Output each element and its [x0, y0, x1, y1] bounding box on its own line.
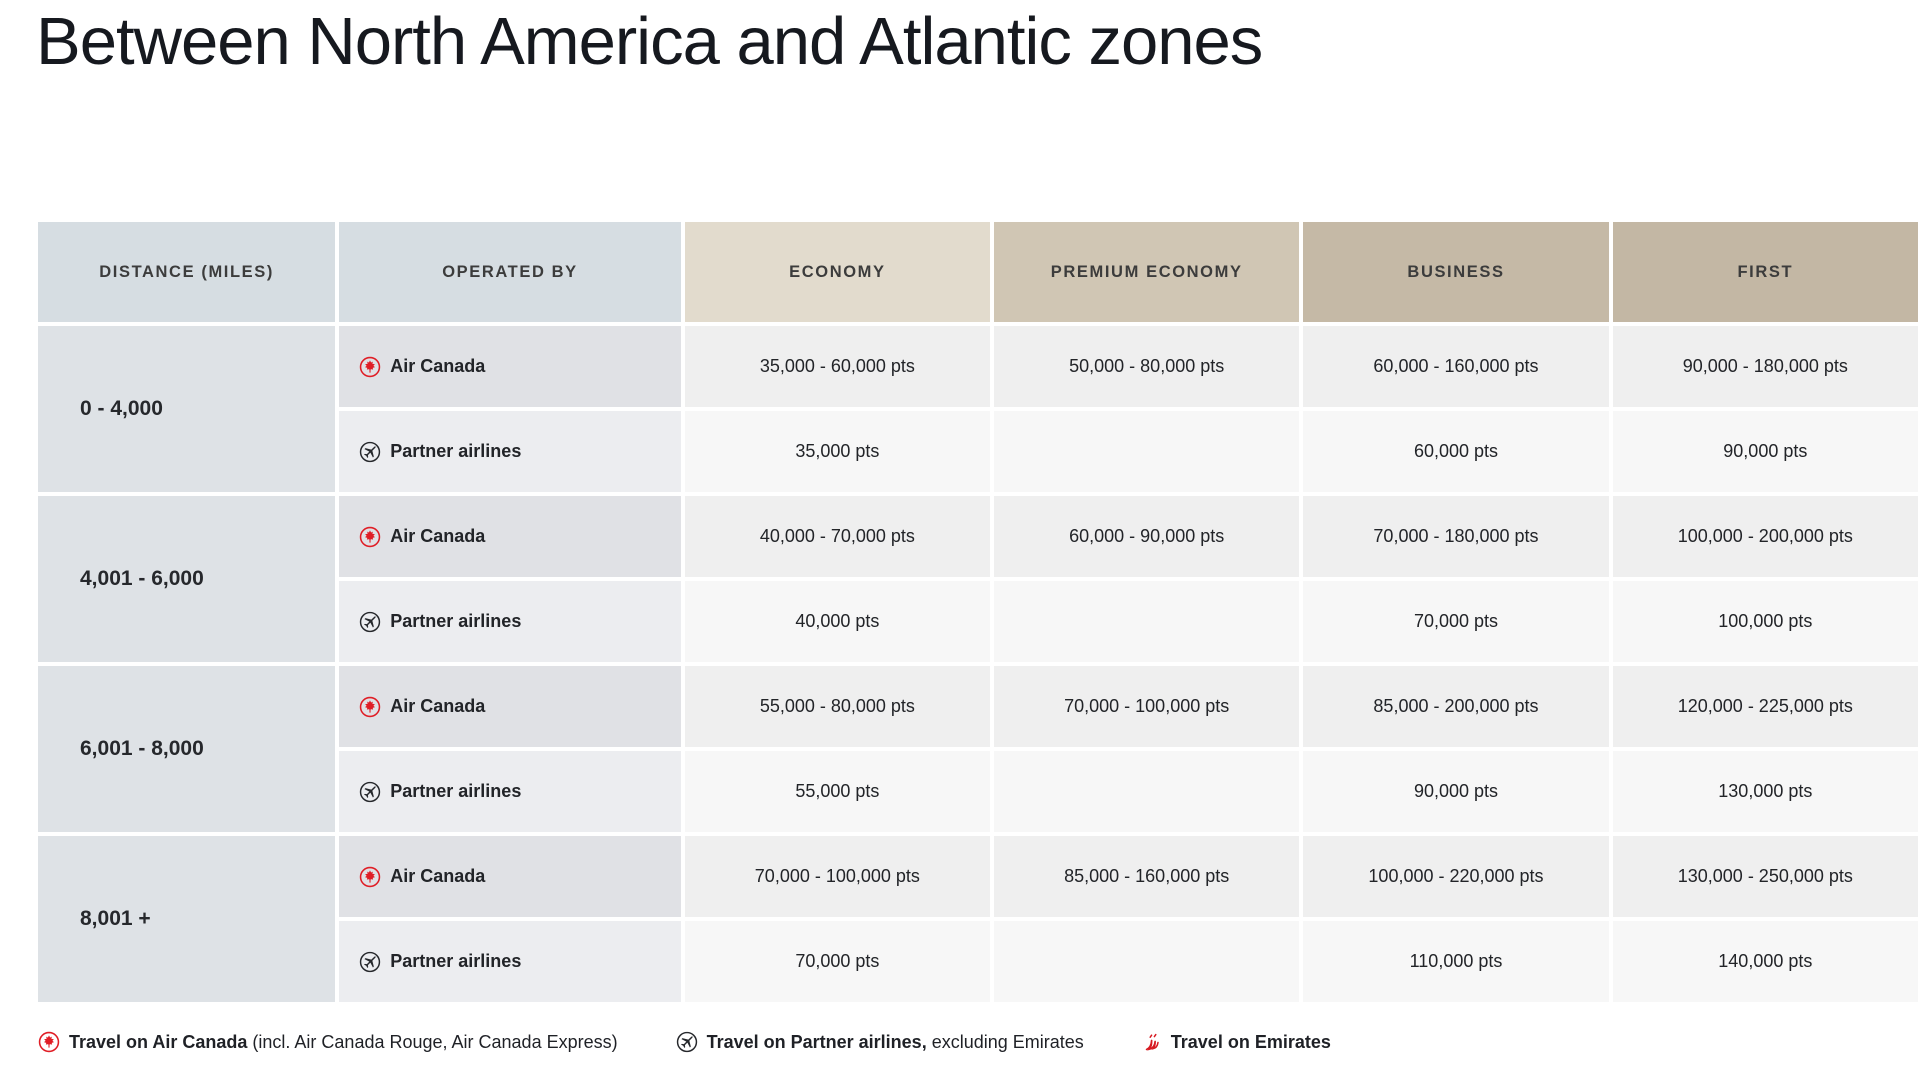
points-cell — [994, 581, 1300, 662]
air-canada-roundel-icon — [359, 696, 381, 718]
points-cell: 120,000 - 225,000 pts — [1612, 666, 1918, 747]
col-header-first: FIRST — [1612, 222, 1918, 322]
points-cell: 55,000 pts — [684, 751, 991, 832]
legend-label: Travel on Partner airlines, — [706, 1031, 927, 1052]
table-row: 0 - 4,000 Air Canada 35,000 - 60,000 pts… — [38, 326, 1918, 492]
col-header-premium-economy: PREMIUM ECONOMY — [994, 222, 1300, 322]
points-cell: 130,000 pts — [1612, 751, 1918, 832]
distance-cell: 6,001 - 8,000 — [38, 666, 336, 832]
points-cell: 70,000 pts — [684, 921, 991, 1002]
legend-note: excluding Emirates — [926, 1031, 1084, 1052]
col-header-distance: DISTANCE (MILES) — [38, 222, 336, 322]
legend-note: (incl. Air Canada Rouge, Air Canada Expr… — [247, 1031, 618, 1052]
points-cell: 40,000 - 70,000 pts — [684, 496, 991, 577]
operator-label: Air Canada — [390, 696, 486, 716]
distance-cell: 0 - 4,000 — [38, 326, 336, 492]
points-cell: 70,000 - 100,000 pts — [994, 666, 1300, 747]
operator-label: Air Canada — [390, 526, 486, 546]
points-cell: 100,000 - 220,000 pts — [1303, 836, 1609, 917]
points-cell: 60,000 pts — [1303, 411, 1609, 492]
table-row: Partner airlines 40,000 pts 70,000 pts 1… — [38, 581, 1918, 662]
points-cell: 50,000 - 80,000 pts — [994, 326, 1300, 407]
points-cell — [994, 751, 1300, 832]
table-row: Partner airlines 70,000 pts 110,000 pts … — [38, 921, 1918, 1002]
partner-plane-circle-icon — [676, 1031, 698, 1053]
partner-plane-circle-icon — [359, 441, 381, 463]
operator-label: Air Canada — [390, 866, 486, 886]
points-cell: 35,000 pts — [684, 411, 991, 492]
table-row: 6,001 - 8,000 Air Canada 55,000 - 80,000… — [38, 666, 1918, 832]
points-cell: 85,000 - 200,000 pts — [1303, 666, 1609, 747]
legend-label: Travel on Air Canada — [69, 1031, 248, 1052]
partner-plane-circle-icon — [359, 611, 381, 633]
operator-label: Partner airlines — [390, 611, 522, 631]
points-cell — [994, 411, 1300, 492]
legend: Travel on Air Canada (incl. Air Canada R… — [38, 1030, 1331, 1054]
points-cell: 100,000 - 200,000 pts — [1612, 496, 1918, 577]
points-cell: 70,000 pts — [1303, 581, 1609, 662]
operator-label: Partner airlines — [390, 441, 522, 461]
awards-table: DISTANCE (MILES) OPERATED BY ECONOMY PRE… — [34, 218, 1920, 1006]
points-cell: 100,000 pts — [1612, 581, 1918, 662]
page-title: Between North America and Atlantic zones — [36, 4, 1263, 79]
points-cell — [994, 921, 1300, 1002]
col-header-business: BUSINESS — [1303, 222, 1609, 322]
points-cell: 130,000 - 250,000 pts — [1612, 836, 1918, 917]
points-cell: 90,000 pts — [1612, 411, 1918, 492]
legend-item-emirates: Travel on Emirates — [1142, 1030, 1331, 1054]
air-canada-roundel-icon — [359, 526, 381, 548]
points-cell: 110,000 pts — [1303, 921, 1609, 1002]
distance-cell: 4,001 - 6,000 — [38, 496, 336, 662]
table-row: Partner airlines 55,000 pts 90,000 pts 1… — [38, 751, 1918, 832]
points-cell: 85,000 - 160,000 pts — [994, 836, 1300, 917]
operator-label: Air Canada — [390, 356, 486, 376]
partner-plane-circle-icon — [359, 951, 381, 973]
points-cell: 35,000 - 60,000 pts — [684, 326, 991, 407]
col-header-economy: ECONOMY — [684, 222, 991, 322]
partner-plane-circle-icon — [359, 781, 381, 803]
operator-label: Partner airlines — [390, 951, 522, 971]
points-cell: 70,000 - 100,000 pts — [684, 836, 991, 917]
operator-label: Partner airlines — [390, 781, 522, 801]
emirates-calligraphy-icon — [1142, 1030, 1162, 1054]
legend-label: Travel on Emirates — [1170, 1031, 1331, 1052]
air-canada-roundel-icon — [359, 356, 381, 378]
air-canada-roundel-icon — [359, 866, 381, 888]
table-header-row: DISTANCE (MILES) OPERATED BY ECONOMY PRE… — [38, 222, 1918, 322]
points-cell: 40,000 pts — [684, 581, 991, 662]
distance-cell: 8,001 + — [38, 836, 336, 1002]
points-cell: 90,000 pts — [1303, 751, 1609, 832]
table-row: Partner airlines 35,000 pts 60,000 pts 9… — [38, 411, 1918, 492]
points-cell: 60,000 - 90,000 pts — [994, 496, 1300, 577]
air-canada-roundel-icon — [38, 1031, 60, 1053]
points-cell: 90,000 - 180,000 pts — [1612, 326, 1918, 407]
col-header-operated-by: OPERATED BY — [339, 222, 681, 322]
points-cell: 70,000 - 180,000 pts — [1303, 496, 1609, 577]
points-cell: 55,000 - 80,000 pts — [684, 666, 991, 747]
legend-item-air-canada: Travel on Air Canada (incl. Air Canada R… — [38, 1031, 618, 1053]
table-row: 4,001 - 6,000 Air Canada 40,000 - 70,000… — [38, 496, 1918, 662]
points-cell: 60,000 - 160,000 pts — [1303, 326, 1609, 407]
legend-item-partner: Travel on Partner airlines, excluding Em… — [676, 1031, 1084, 1053]
points-cell: 140,000 pts — [1612, 921, 1918, 1002]
table-row: 8,001 + Air Canada 70,000 - 100,000 pts … — [38, 836, 1918, 1002]
